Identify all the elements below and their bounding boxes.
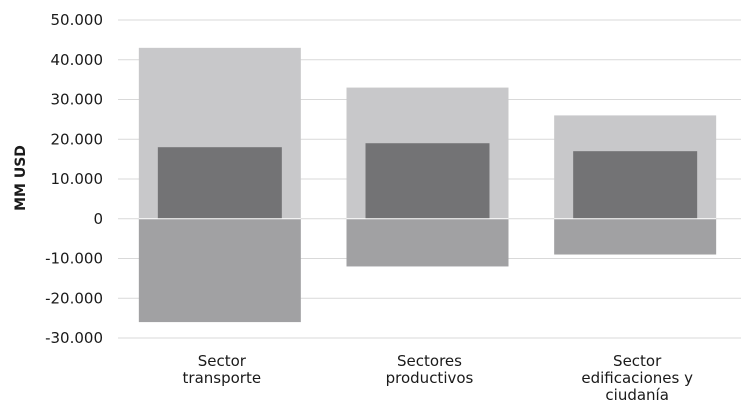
bar-positive-inner xyxy=(365,143,490,219)
bar-positive-inner xyxy=(157,147,282,219)
y-tick-labels: 50.000 40.000 30.000 20.000 10.000 0 -10.000 -2… xyxy=(45,11,103,347)
y-tick-label: -30.000 xyxy=(45,329,103,347)
category-label: Sector xyxy=(198,352,247,370)
y-tick-label: 20.000 xyxy=(51,130,104,148)
y-tick-label: 30.000 xyxy=(51,91,104,109)
bars xyxy=(138,47,717,323)
y-tick-label: 10.000 xyxy=(51,170,104,188)
y-axis-label: MM USD xyxy=(13,145,29,211)
y-tick-label: 50.000 xyxy=(51,11,104,29)
bar-negative xyxy=(138,218,301,323)
category-label: ciudanía xyxy=(605,386,669,403)
category-label: Sector xyxy=(613,352,662,370)
bar-positive-inner xyxy=(573,151,698,219)
bar-negative xyxy=(346,218,509,267)
category-label: edificaciones y xyxy=(581,369,693,387)
category-labels: SectortransporteSectoresproductivosSecto… xyxy=(183,352,694,403)
y-tick-label: -20.000 xyxy=(45,289,103,307)
category-label: productivos xyxy=(386,369,474,387)
y-tick-label: -10.000 xyxy=(45,250,103,268)
category-label: Sectores xyxy=(397,352,462,370)
y-tick-label: 0 xyxy=(93,210,103,228)
bar-negative xyxy=(554,218,717,255)
y-tick-label: 40.000 xyxy=(51,51,104,69)
category-label: transporte xyxy=(183,369,262,387)
